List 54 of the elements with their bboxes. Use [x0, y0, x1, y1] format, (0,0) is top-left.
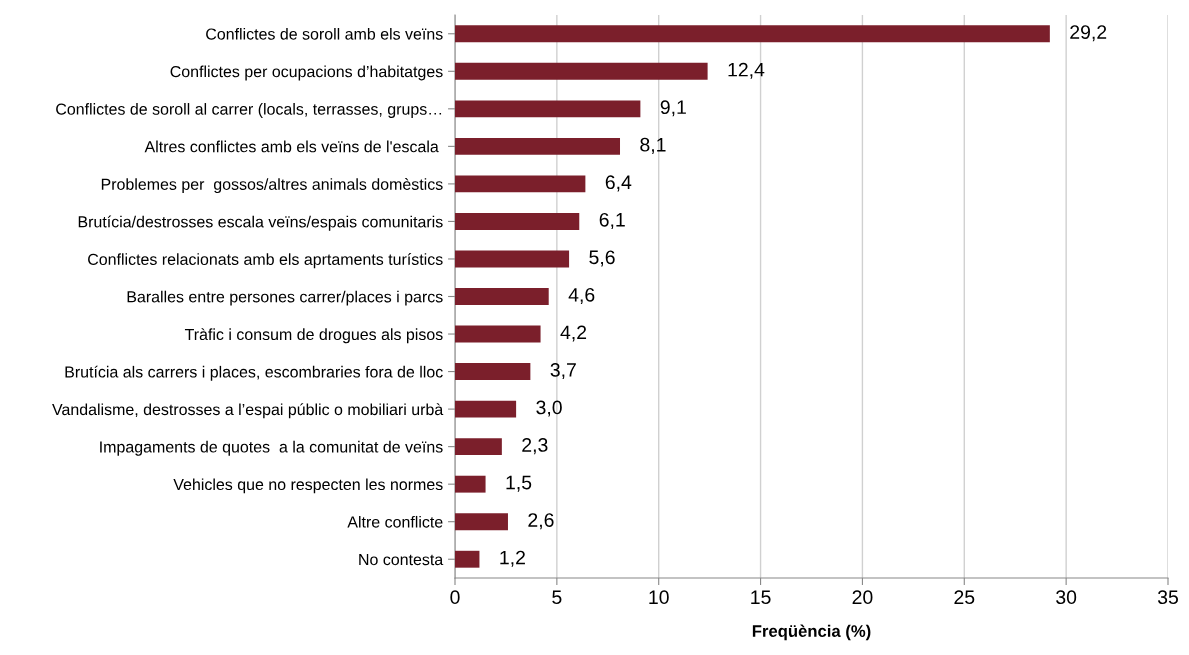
- y-tick-label: Conflictes de soroll al carrer (locals, terrasses, grups…: [56, 103, 442, 118]
- y-tick-label: Tràfic i consum de drogues als pisos: [184, 328, 443, 344]
- data-label: 1,2: [500, 550, 525, 567]
- x-tick-label: 30: [1056, 590, 1077, 605]
- bar: [455, 62, 708, 80]
- y-tick-label: Altres conflictes amb els veïns de l'escala: [144, 140, 439, 153]
- bar: [455, 25, 1050, 43]
- data-label: 1,5: [506, 475, 532, 492]
- data-label: 5,6: [589, 250, 615, 267]
- y-tick-label: Vehicles que no respecten les normes: [173, 478, 443, 494]
- data-label: 8,1: [640, 137, 666, 154]
- x-tick-label: 25: [954, 590, 975, 605]
- bar: [455, 550, 480, 568]
- y-tick-label: Problemes per gossos/altres animals domèstics: [101, 178, 443, 194]
- bar: [455, 475, 486, 493]
- bar: [455, 325, 541, 343]
- data-label: 6,4: [605, 175, 632, 192]
- y-tick-label: Brutícia als carrers i places, escombraries fora de lloc: [65, 365, 443, 381]
- bar: [455, 400, 517, 418]
- bar: [455, 288, 549, 305]
- x-axis-title: Freqüència (%): [752, 624, 871, 641]
- x-tick-label: 20: [852, 590, 873, 605]
- x-tick-label: 0: [450, 590, 460, 605]
- data-label: 9,1: [660, 100, 686, 117]
- y-tick-label: No contesta: [359, 554, 444, 566]
- data-label: 12,4: [728, 62, 765, 79]
- data-label: 4,6: [568, 287, 595, 305]
- data-label: 2,3: [522, 438, 548, 455]
- bar: [455, 100, 641, 118]
- y-tick-label: Brutícia/destrosses escala veïns/espais comunitaris: [78, 215, 443, 231]
- data-label: 3,7: [550, 363, 576, 380]
- y-tick-label: Vandalisme, destrosses a l’espai públic o mobiliari urbà: [52, 403, 444, 419]
- bar: [455, 212, 580, 230]
- data-label: 6,1: [599, 212, 625, 229]
- y-tick-label: Altre conflicte: [347, 515, 443, 528]
- y-tick-label: Conflictes relacionats amb els aprtaments turístics: [88, 253, 443, 269]
- bar: [455, 137, 621, 155]
- data-label: 2,6: [528, 513, 554, 530]
- bar: [455, 513, 508, 531]
- y-tick-label: Conflictes de soroll amb els veïns: [206, 27, 443, 40]
- bar: [455, 175, 586, 193]
- y-tick-label: Conflictes per ocupacions d’habitatges: [170, 65, 443, 81]
- x-tick-label: 10: [649, 590, 669, 605]
- data-label: 3,0: [536, 400, 562, 417]
- x-tick-label: 5: [552, 590, 562, 605]
- bar: [455, 363, 531, 381]
- data-label: 29,2: [1070, 25, 1107, 42]
- x-tick-label: 15: [751, 590, 771, 605]
- bar: [455, 438, 502, 456]
- y-tick-label: Baralles entre persones carrer/places i parcs: [127, 290, 443, 306]
- bar: [455, 250, 570, 268]
- x-tick-label: 35: [1157, 590, 1178, 605]
- y-tick-label: Impagaments de quotes a la comunitat de veïns: [100, 440, 443, 456]
- data-label: 4,2: [560, 325, 587, 342]
